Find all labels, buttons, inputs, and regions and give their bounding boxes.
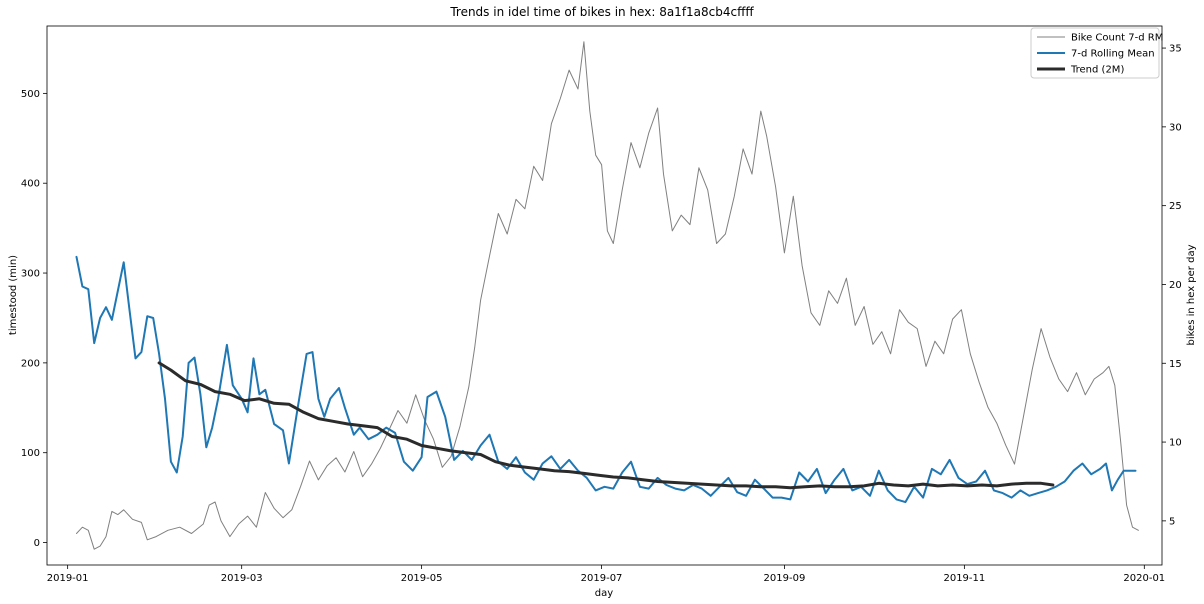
- y-left-tick-label: 400: [21, 179, 40, 190]
- y-right-tick-label: 10: [1169, 438, 1182, 449]
- x-tick-label: 2020-01: [1123, 573, 1165, 584]
- chart-title: Trends in idel time of bikes in hex: 8a1…: [449, 5, 754, 19]
- y-axis-right-label: bikes in hex per day: [1186, 244, 1197, 345]
- x-tick-label: 2019-11: [943, 573, 985, 584]
- series-line-2: [75, 255, 1137, 504]
- y-right-tick-label: 25: [1169, 201, 1182, 212]
- x-tick-label: 2019-03: [221, 573, 263, 584]
- y-left-tick-label: 0: [34, 538, 40, 549]
- y-left-tick-label: 500: [21, 89, 40, 100]
- y-left-tick-label: 100: [21, 448, 40, 459]
- y-left-tick-label: 200: [21, 358, 40, 369]
- x-tick-label: 2019-01: [47, 573, 89, 584]
- legend-box: [1030, 27, 1160, 79]
- y-right-tick-label: 15: [1169, 359, 1182, 370]
- x-axis: 2019-01 2019-03 2019-05 2019-07 2019-09 2019-…: [47, 565, 1165, 584]
- x-axis-label: day: [595, 588, 613, 599]
- legend-label-2: 7-d Rolling Mean: [1071, 49, 1155, 60]
- y-axis-left: 0 100 200 300 400 500: [21, 89, 47, 549]
- plot-frame: [46, 25, 1163, 566]
- legend-label-3: Trend (2M): [1070, 65, 1124, 76]
- x-tick-label: 2019-05: [401, 573, 443, 584]
- x-tick-label: 2019-07: [581, 573, 623, 584]
- y-right-tick-label: 5: [1169, 516, 1175, 527]
- x-tick-label: 2019-09: [764, 573, 806, 584]
- y-axis-right: 5 10 15 20 25 30 35: [1162, 44, 1182, 527]
- y-right-tick-label: 35: [1169, 44, 1182, 55]
- y-right-tick-label: 20: [1169, 280, 1182, 291]
- series-layer: [75, 41, 1139, 550]
- legend-label-1: Bike Count 7-d RM: [1071, 33, 1163, 44]
- series-line-1: [76, 41, 1139, 550]
- series-line-3: [157, 361, 1055, 490]
- legend: Bike Count 7-d RM 7-d Rolling Mean Trend (…: [1030, 27, 1163, 79]
- y-left-tick-label: 300: [21, 269, 40, 280]
- y-axis-left-label: timestood (min): [8, 255, 19, 335]
- y-right-tick-label: 30: [1169, 122, 1182, 133]
